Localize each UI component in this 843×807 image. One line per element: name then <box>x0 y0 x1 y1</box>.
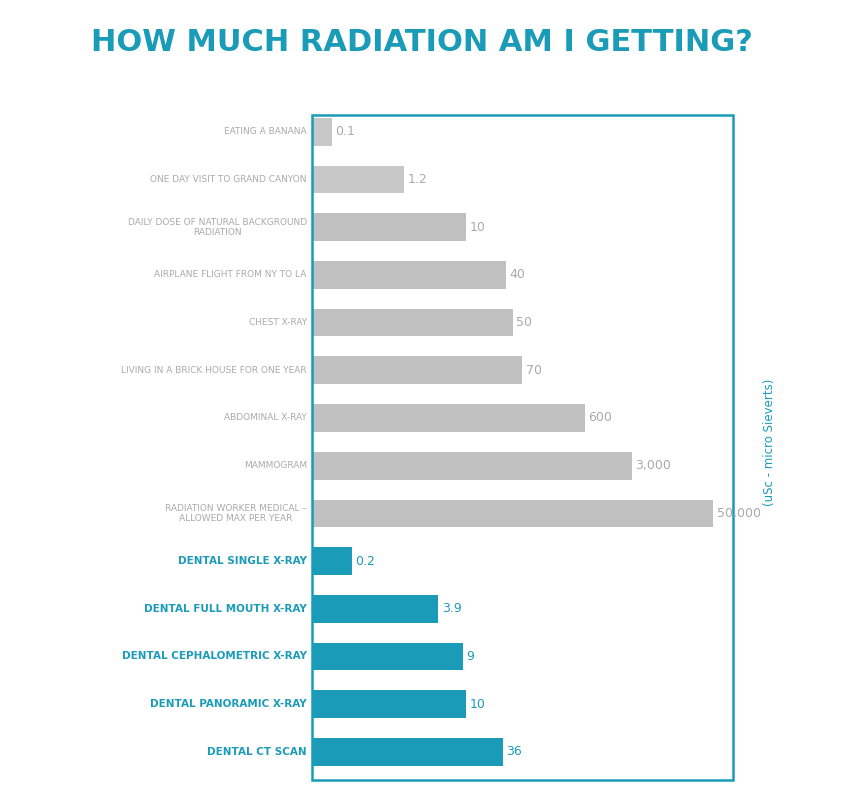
Text: 1.2: 1.2 <box>408 173 427 186</box>
Bar <box>312 213 466 241</box>
Text: 9: 9 <box>466 650 474 663</box>
Text: DENTAL CT SCAN: DENTAL CT SCAN <box>207 746 307 757</box>
Text: 600: 600 <box>588 412 612 424</box>
Bar <box>312 738 503 766</box>
Text: 50: 50 <box>516 316 532 329</box>
Bar <box>312 261 506 289</box>
Text: EATING A BANANA: EATING A BANANA <box>224 128 307 136</box>
Bar <box>312 118 332 146</box>
Text: 0.2: 0.2 <box>356 554 375 567</box>
Text: 40: 40 <box>509 269 525 282</box>
Text: LIVING IN A BRICK HOUSE FOR ONE YEAR: LIVING IN A BRICK HOUSE FOR ONE YEAR <box>121 366 307 374</box>
Text: 50,000: 50,000 <box>717 507 760 520</box>
Text: 3.9: 3.9 <box>442 602 462 615</box>
Text: CHEST X-RAY: CHEST X-RAY <box>249 318 307 327</box>
Text: 3,000: 3,000 <box>635 459 671 472</box>
Bar <box>312 452 631 479</box>
Text: RADIATION WORKER MEDICAL –
ALLOWED MAX PER YEAR: RADIATION WORKER MEDICAL – ALLOWED MAX P… <box>165 504 307 523</box>
Bar <box>312 642 463 671</box>
Bar <box>312 404 585 432</box>
Bar <box>312 357 523 384</box>
Text: DENTAL SINGLE X-RAY: DENTAL SINGLE X-RAY <box>178 556 307 566</box>
Text: 10: 10 <box>470 697 485 711</box>
Text: 36: 36 <box>507 746 522 759</box>
Text: DENTAL PANORAMIC X-RAY: DENTAL PANORAMIC X-RAY <box>150 699 307 709</box>
Bar <box>312 165 405 194</box>
Bar <box>312 595 438 622</box>
Text: 0.1: 0.1 <box>336 125 355 138</box>
Text: DAILY DOSE OF NATURAL BACKGROUND
RADIATION: DAILY DOSE OF NATURAL BACKGROUND RADIATI… <box>128 218 307 237</box>
Text: (uSc - micro Sieverts): (uSc - micro Sieverts) <box>763 378 776 505</box>
Bar <box>312 500 713 527</box>
Text: DENTAL CEPHALOMETRIC X-RAY: DENTAL CEPHALOMETRIC X-RAY <box>122 651 307 662</box>
Text: ABDOMINAL X-RAY: ABDOMINAL X-RAY <box>224 413 307 423</box>
Text: MAMMOGRAM: MAMMOGRAM <box>244 461 307 470</box>
Text: DENTAL FULL MOUTH X-RAY: DENTAL FULL MOUTH X-RAY <box>144 604 307 614</box>
Text: HOW MUCH RADIATION AM I GETTING?: HOW MUCH RADIATION AM I GETTING? <box>90 28 753 57</box>
Text: ONE DAY VISIT TO GRAND CANYON: ONE DAY VISIT TO GRAND CANYON <box>150 175 307 184</box>
Text: AIRPLANE FLIGHT FROM NY TO LA: AIRPLANE FLIGHT FROM NY TO LA <box>154 270 307 279</box>
Bar <box>312 690 466 718</box>
Bar <box>312 309 513 337</box>
Text: 10: 10 <box>470 221 485 234</box>
Text: 70: 70 <box>526 364 542 377</box>
Bar <box>312 547 352 575</box>
